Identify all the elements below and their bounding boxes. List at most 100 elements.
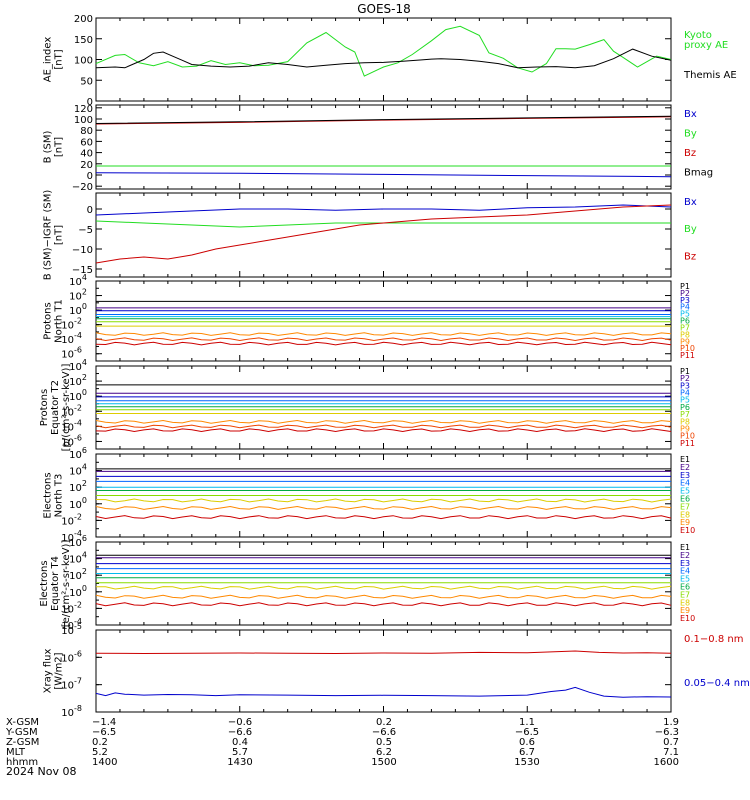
y-axis-label-line: [nT] [54, 49, 65, 69]
legend-entry: P1 [680, 282, 690, 291]
y-tick-exponent: -6 [74, 649, 82, 658]
y-tick-label: 0 [87, 205, 93, 216]
panel-bigrf: −15 −10 −5 0 B (SM)−IGRF (SM) [nT] Bx By Bz [43, 190, 697, 281]
axis-row-value: 1500 [371, 757, 396, 768]
y-axis-label: B (SM) [nT] [43, 130, 65, 163]
legend-entry: E1 [680, 543, 690, 552]
legend-entry: E6 [680, 583, 690, 592]
legend-entry: E9 [680, 606, 690, 615]
y-tick-exponent: 4 [82, 463, 87, 472]
legend-entry: E10 [680, 614, 695, 623]
y-tick-label: 100 [74, 115, 93, 126]
legend-entry: Kyoto [684, 30, 712, 41]
legend-entry: E4 [680, 567, 690, 576]
series-line-p10 [95, 424, 672, 429]
axis-row-value: 0.7 [663, 737, 679, 748]
legend-entry: P10 [680, 344, 695, 353]
y-axis-label: Protons Equator T2 [p/(cm²-s-sr-keV)] [39, 364, 72, 452]
axis-row-label: Z-GSM [6, 737, 39, 748]
axis-row-value: −0.6 [228, 717, 252, 728]
legend-entry: By [684, 128, 697, 139]
legend-entry: E7 [680, 590, 690, 599]
y-tick-exponent: -7 [74, 677, 82, 686]
figure-title: GOES-18 [357, 2, 411, 16]
panel-frame [95, 17, 672, 102]
legend-entry: P6 [680, 317, 690, 326]
y-axis-label-line: North T1 [54, 299, 65, 343]
series-line-e8 [95, 585, 672, 590]
legend-entry: E1 [680, 455, 690, 464]
axis-row-label: MLT [6, 747, 26, 758]
axis-row-label: X-GSM [6, 717, 39, 728]
axis-row-value: 5.7 [232, 747, 248, 758]
legend-entry: Bx [684, 197, 697, 208]
series-line-bmag [95, 115, 672, 124]
y-tick-label: 10-8 [61, 704, 82, 719]
y-axis-label: Protons North T1 [43, 299, 65, 343]
series-line-bx [95, 204, 672, 216]
legend-entry: E3 [680, 471, 690, 480]
y-axis-label-line: Equator T2 [50, 380, 61, 435]
axis-row-value: 5.2 [92, 747, 108, 758]
y-tick-label: 150 [74, 35, 93, 46]
series-line-p11 [95, 341, 672, 346]
y-tick-label: 10-6 [61, 346, 82, 361]
y-tick-exponent: -4 [74, 331, 82, 340]
legend-entry: P7 [680, 323, 690, 332]
series-line-kyoto-proxy-ae [95, 25, 672, 77]
y-tick-label: 40 [80, 149, 93, 160]
axis-row-value: 1.1 [519, 717, 535, 728]
legend-entry: E8 [680, 510, 690, 519]
legend-entry: P10 [680, 432, 695, 441]
y-axis-label-line: [e/(cm²-s-sr-keV)] [61, 540, 72, 628]
series-line-p11 [95, 428, 672, 433]
legend-entry: Bz [684, 148, 696, 159]
legend-entry: P8 [680, 330, 690, 339]
axis-row-value: −6.5 [515, 727, 539, 738]
y-axis-label-line: Xray flux [43, 649, 54, 694]
y-tick-label: 0 [87, 171, 93, 182]
y-tick-exponent: -2 [74, 403, 82, 412]
legend-entry: P8 [680, 417, 690, 426]
y-tick-exponent: 4 [82, 358, 87, 367]
y-axis-label-line: [nT] [54, 137, 65, 157]
series-line-by [95, 220, 671, 228]
y-tick-label: 104 [69, 463, 87, 478]
y-tick-exponent: -2 [74, 317, 82, 326]
y-tick-label: 200 [74, 14, 93, 25]
legend-entry: E2 [680, 463, 690, 472]
axis-row-value: 0.2 [376, 717, 392, 728]
legend-entry: E9 [680, 518, 690, 527]
y-tick-label: 60 [80, 137, 93, 148]
y-axis-label-line: Protons [43, 302, 54, 339]
legend-entry: E8 [680, 598, 690, 607]
legend-entry: E2 [680, 551, 690, 560]
y-tick-exponent: -5 [74, 622, 82, 631]
series-line-p10 [95, 337, 672, 342]
y-axis-label-line: Electrons [43, 472, 54, 518]
axis-row-value: −6.5 [92, 727, 116, 738]
y-tick-exponent: 4 [82, 551, 87, 560]
axis-row-value: −6.6 [228, 727, 252, 738]
axis-row-value: −1.4 [92, 717, 116, 728]
y-tick-exponent: -8 [74, 704, 82, 713]
y-tick-label: −15 [72, 265, 93, 276]
axis-row-value: 6.7 [519, 747, 535, 758]
legend-entry: P1 [680, 367, 690, 376]
panel-frame [95, 280, 672, 362]
y-tick-exponent: 6 [82, 534, 87, 543]
axis-row-label: Y-GSM [5, 727, 38, 738]
y-tick-label: 120 [74, 104, 93, 115]
legend-entry: E6 [680, 495, 690, 504]
axis-row-value: 1.9 [663, 717, 679, 728]
y-tick-exponent: 2 [82, 567, 87, 576]
y-axis-label: AE_index [nT] [43, 37, 65, 83]
legend-entry: E4 [680, 479, 690, 488]
y-axis-label-line: Electrons [39, 560, 50, 606]
legend-entry: P3 [680, 296, 690, 305]
series-line-e10 [95, 602, 672, 607]
